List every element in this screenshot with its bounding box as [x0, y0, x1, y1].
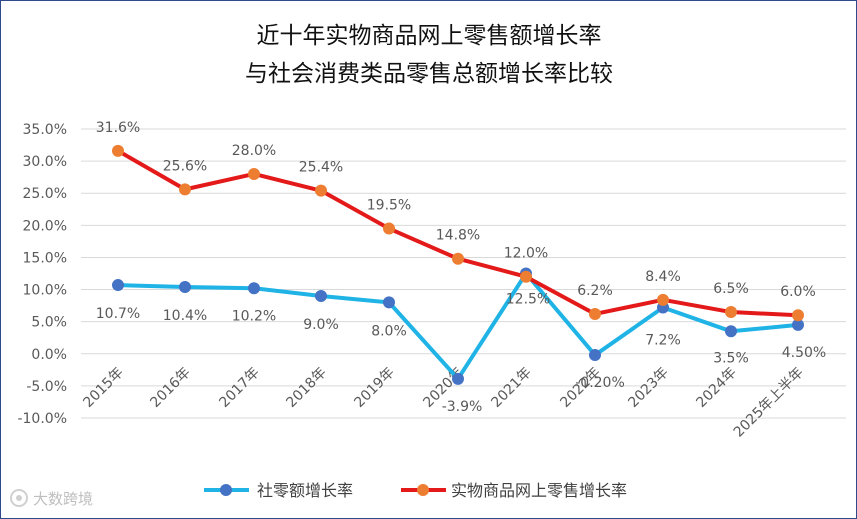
- series-2-point: [315, 184, 327, 197]
- series-2-point: [112, 144, 124, 157]
- x-tick-label: 2015年: [80, 365, 126, 411]
- series-1-point: [179, 280, 191, 293]
- y-tick-label: -5.0%: [26, 379, 67, 395]
- legend-label: 实物商品网上零售增长率: [451, 481, 627, 500]
- x-tick-label: 2023年: [625, 365, 671, 411]
- data-label: 10.2%: [232, 308, 276, 324]
- series-1-point: [725, 325, 737, 338]
- series-1-point: [248, 282, 260, 295]
- watermark: 大数跨境: [10, 489, 93, 508]
- data-label: 8.4%: [645, 269, 681, 285]
- x-tick-label: 2021年: [488, 365, 534, 411]
- series-layer: [112, 144, 804, 385]
- series-1-point: [452, 372, 464, 385]
- series-2-point: [452, 252, 464, 265]
- series-2-point: [248, 167, 260, 180]
- series-2-point: [725, 306, 737, 319]
- y-tick-label: 0.0%: [31, 347, 67, 363]
- y-tick-label: 25.0%: [23, 186, 67, 202]
- y-axis-ticks: 35.0% 30.0% 25.0% 20.0% 15.0% 10.0% 5.0% 0.0% -5…: [17, 122, 67, 427]
- x-tick-label: 2018年: [283, 365, 329, 411]
- series-1-point: [383, 296, 395, 309]
- x-tick-label: 2024年: [693, 365, 739, 411]
- data-label: 7.2%: [645, 333, 681, 349]
- data-label: 25.6%: [163, 158, 207, 174]
- series-1-point: [792, 318, 804, 331]
- series-2-point: [383, 222, 395, 235]
- data-label: 19.5%: [367, 198, 411, 214]
- x-tick-label: 2016年: [147, 365, 193, 411]
- x-tick-label: 2017年: [216, 365, 262, 411]
- series-2-point: [657, 293, 669, 306]
- series-1-point: [112, 279, 124, 292]
- y-tick-label: 30.0%: [23, 154, 67, 170]
- y-tick-label: 15.0%: [23, 250, 67, 266]
- data-label: 25.4%: [299, 160, 343, 176]
- series-1-point: [589, 349, 601, 362]
- data-label: 10.4%: [163, 308, 207, 324]
- legend-swatch-marker: [220, 484, 232, 496]
- y-tick-label: 20.0%: [23, 218, 67, 234]
- series-2-point: [179, 183, 191, 196]
- legend-swatch-marker: [417, 484, 429, 496]
- y-tick-label: -10.0%: [17, 411, 67, 427]
- data-label: -3.9%: [442, 399, 483, 415]
- legend-label: 社零额增长率: [257, 481, 353, 500]
- logo-icon: [10, 489, 28, 507]
- chart-title-line-2: 与社会消费类品零售总额增长率比较: [245, 61, 613, 87]
- watermark-text: 大数跨境: [33, 490, 93, 508]
- data-label: 6.0%: [780, 284, 816, 300]
- legend: 社零额增长率 实物商品网上零售增长率: [204, 481, 627, 500]
- data-label: 6.2%: [577, 283, 613, 299]
- data-label: 8.0%: [371, 323, 407, 339]
- y-tick-label: 5.0%: [31, 315, 67, 331]
- data-label: -0.20%: [575, 375, 625, 391]
- data-label: 6.5%: [713, 281, 749, 297]
- x-tick-label: 2025年上半年: [731, 365, 807, 441]
- data-label: 10.7%: [96, 306, 140, 322]
- y-tick-label: 35.0%: [23, 122, 67, 138]
- data-label: 4.50%: [782, 345, 826, 361]
- y-tick-label: 10.0%: [23, 283, 67, 299]
- data-label: 12.5%: [506, 292, 550, 308]
- data-label: 14.8%: [436, 228, 480, 244]
- data-label: 28.0%: [232, 143, 276, 159]
- data-label: 12.0%: [504, 246, 548, 262]
- data-label: 9.0%: [303, 317, 339, 333]
- data-label: 31.6%: [96, 120, 140, 136]
- chart-title-line-1: 近十年实物商品网上零售额增长率: [257, 23, 602, 49]
- series-2-point: [792, 309, 804, 322]
- x-tick-label: 2019年: [351, 365, 397, 411]
- series-1-point: [315, 289, 327, 302]
- data-label: 3.5%: [713, 350, 749, 366]
- series-2-point: [520, 270, 532, 283]
- data-labels: 10.7% 10.4% 10.2% 9.0% 8.0% -3.9% 12.5% -0.20% 7…: [96, 120, 826, 415]
- series-2-point: [589, 307, 601, 320]
